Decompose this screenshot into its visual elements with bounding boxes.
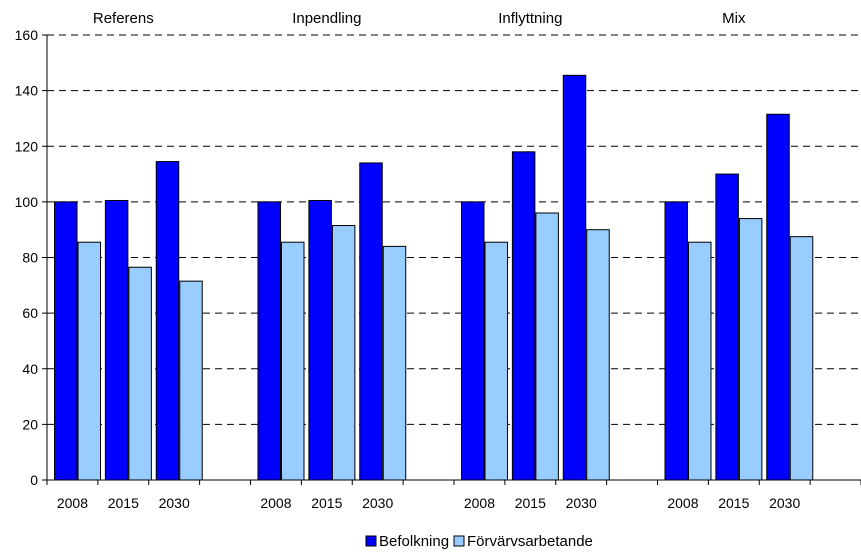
x-tick-label: 2008 xyxy=(57,495,88,511)
bar-befolkning xyxy=(308,199,332,481)
bar-befolkning xyxy=(664,201,688,481)
bar-befolkning xyxy=(104,199,129,481)
y-tick-label: 80 xyxy=(22,250,38,266)
group-label: Inpendling xyxy=(292,10,361,27)
group-label: Mix xyxy=(722,10,746,27)
legend: Befolkning Förvärvsarbetande xyxy=(365,533,593,550)
group-label: Referens xyxy=(93,10,154,27)
bar-befolkning xyxy=(257,201,281,481)
bar-befolkning xyxy=(766,113,790,481)
y-tick-label: 120 xyxy=(15,138,39,154)
x-tick-label: 2015 xyxy=(311,495,342,511)
bar-forvarvsarbetande xyxy=(128,266,152,481)
y-tick-label: 100 xyxy=(15,194,39,210)
bar-forvarvsarbetande xyxy=(789,236,814,481)
y-tick-label: 60 xyxy=(22,305,38,321)
y-tick-label: 20 xyxy=(22,416,38,432)
bar-forvarvsarbetande xyxy=(484,241,508,481)
y-tick-label: 40 xyxy=(22,361,38,377)
x-tick-label: 2030 xyxy=(159,495,190,511)
bar-forvarvsarbetande xyxy=(586,229,610,481)
bar-forvarvsarbetande xyxy=(331,225,356,481)
bar-forvarvsarbetande xyxy=(179,280,203,481)
bar-befolkning xyxy=(155,161,180,481)
y-tick-label: 0 xyxy=(30,472,38,488)
x-tick-label: 2008 xyxy=(260,495,291,511)
legend-swatch xyxy=(453,535,465,547)
x-tick-label: 2015 xyxy=(108,495,139,511)
bar-befolkning xyxy=(461,201,485,481)
bar-befolkning xyxy=(562,74,587,481)
x-axis: 2008 2015 2030 2008 2015 2030 2008 2015 2030 2008… xyxy=(46,479,861,511)
bar-befolkning xyxy=(511,151,536,481)
x-tick-label: 2015 xyxy=(515,495,546,511)
y-tick-label: 140 xyxy=(15,83,39,99)
bar-forvarvsarbetande xyxy=(738,218,763,481)
x-tick-label: 2008 xyxy=(667,495,698,511)
x-tick-label: 2030 xyxy=(769,495,800,511)
legend-label: Befolkning xyxy=(379,533,449,550)
x-tick-label: 2030 xyxy=(362,495,393,511)
legend-swatch xyxy=(365,535,377,547)
x-tick-label: 2008 xyxy=(464,495,495,511)
bars xyxy=(54,74,814,481)
y-tick-label: 160 xyxy=(15,27,39,43)
legend-label: Förvärvsarbetande xyxy=(467,533,593,550)
bar-befolkning xyxy=(54,201,78,481)
bar-forvarvsarbetande xyxy=(281,241,305,481)
group-labels: Referens Inpendling Inflyttning Mix xyxy=(93,10,746,27)
bar-forvarvsarbetande xyxy=(535,212,559,481)
x-tick-label: 2030 xyxy=(566,495,597,511)
bar-forvarvsarbetande xyxy=(382,245,407,481)
y-axis: 0 20 40 60 80 100 120 140 160 xyxy=(15,27,48,488)
bar-befolkning xyxy=(715,173,739,481)
x-tick-label: 2015 xyxy=(718,495,749,511)
bar-befolkning xyxy=(359,162,383,481)
bar-forvarvsarbetande xyxy=(77,241,101,481)
bar-forvarvsarbetande xyxy=(688,241,712,481)
group-label: Inflyttning xyxy=(498,10,562,27)
